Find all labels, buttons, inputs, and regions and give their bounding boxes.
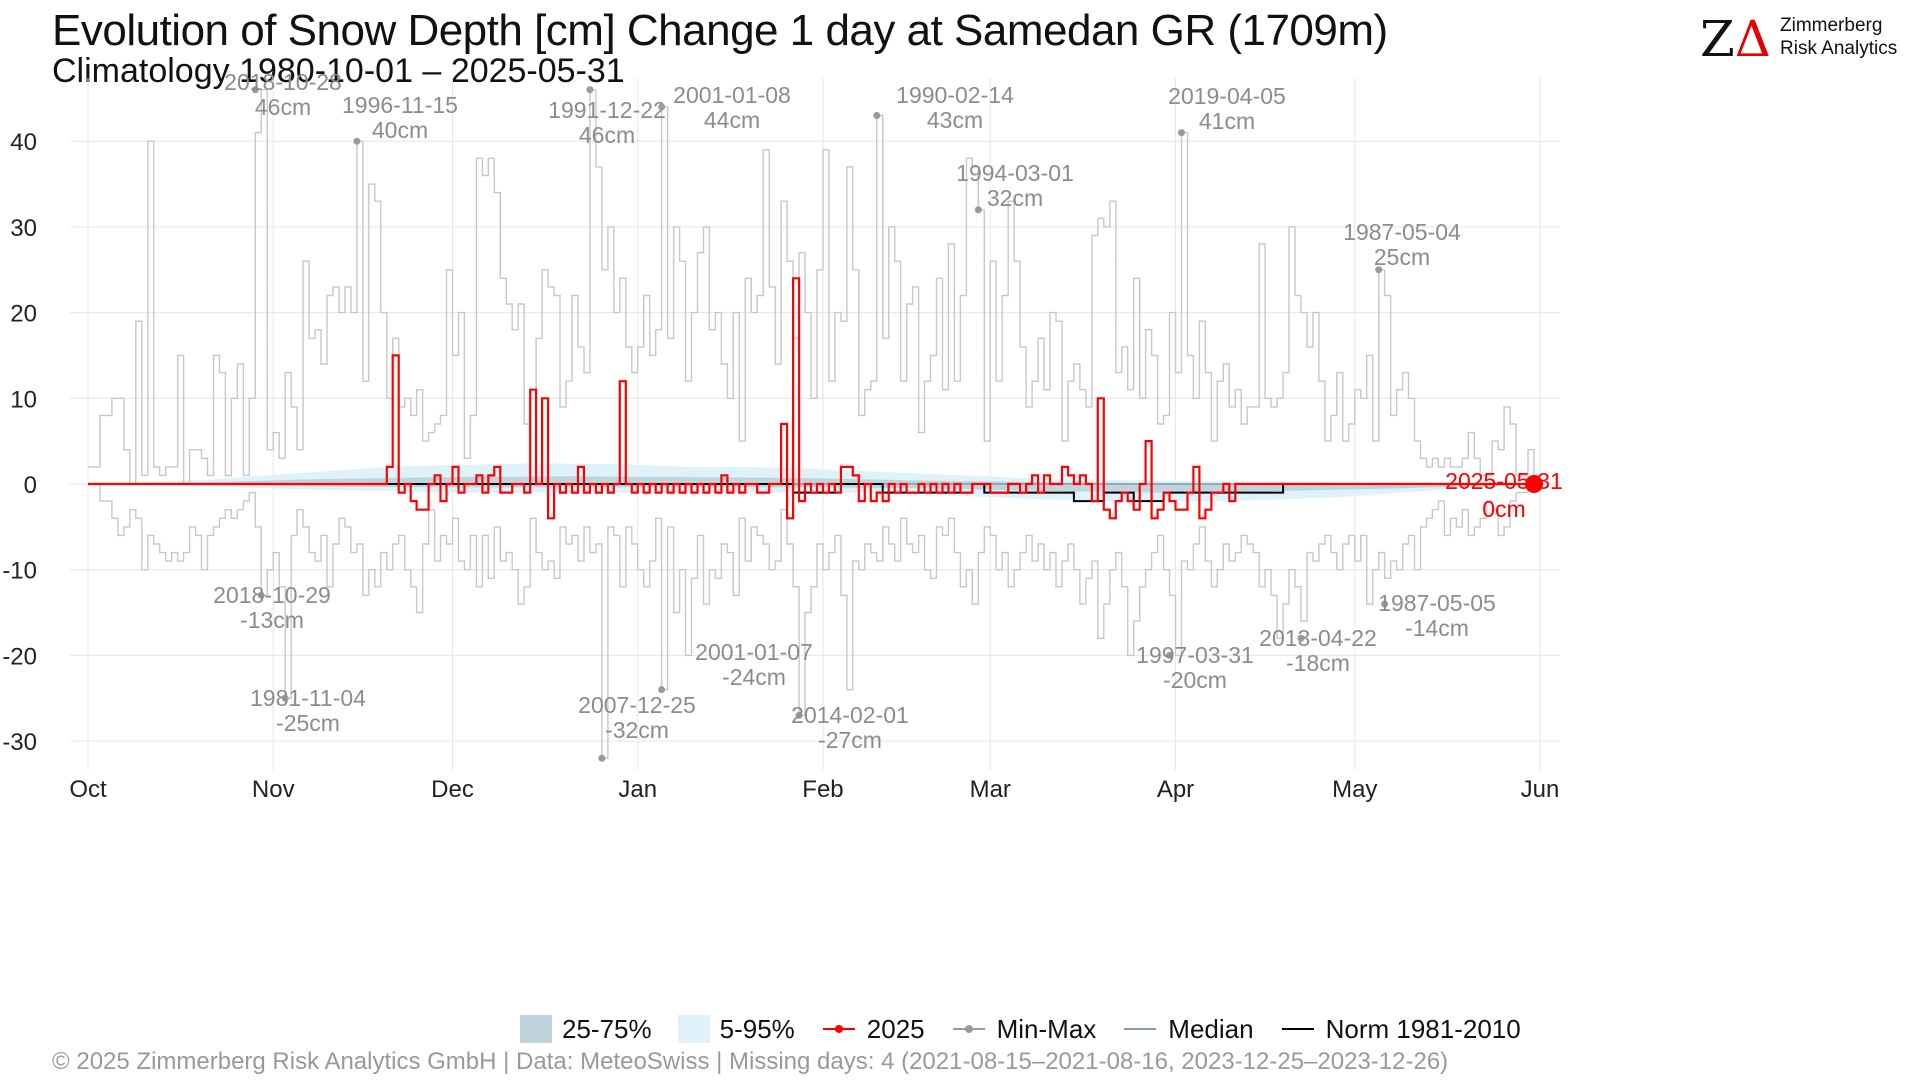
- chart-subtitle: Climatology 1980-10-01 – 2025-05-31: [52, 52, 625, 90]
- x-tick-label: Feb: [802, 776, 843, 803]
- max-envelope-line: [88, 89, 1540, 485]
- y-tick-label: 10: [10, 386, 37, 413]
- extreme-point: [1381, 600, 1389, 608]
- legend-iqr-swatch: [520, 1015, 552, 1043]
- extreme-point: [1375, 266, 1383, 274]
- legend-iqr: 25-75%: [520, 1014, 652, 1045]
- y-tick-label: 40: [10, 129, 37, 156]
- extreme-point: [974, 206, 982, 214]
- legend-current-label: 2025: [866, 1013, 925, 1044]
- legend-5-95: 5-95%: [677, 1013, 795, 1045]
- legend-norm: Norm 1981-2010: [1280, 1014, 1521, 1045]
- extreme-point: [658, 103, 666, 111]
- extreme-date-label: 2014-02-01: [791, 702, 909, 728]
- current-point: [1525, 475, 1544, 493]
- current-date-label: 2025-05-31: [1445, 468, 1563, 494]
- extreme-value-label: 41cm: [1199, 108, 1255, 134]
- company-logo: ZΔ Zimmerberg Risk Analytics: [1700, 10, 1900, 68]
- legend: 25-75% 5-95% 2025 Min-Max Median Norm 19…: [520, 1012, 1547, 1046]
- x-tick-label: Mar: [970, 776, 1011, 803]
- legend-median: Median: [1122, 1013, 1254, 1045]
- extreme-value-label: -14cm: [1405, 615, 1469, 641]
- y-tick-label: 30: [10, 215, 37, 242]
- extreme-point: [1177, 129, 1185, 137]
- extreme-date-label: 1997-03-31: [1136, 642, 1254, 668]
- extreme-point: [1166, 651, 1174, 659]
- legend-median-label: Median: [1168, 1013, 1254, 1044]
- extreme-value-label: -25cm: [276, 710, 340, 736]
- footer-credits: © 2025 Zimmerberg Risk Analytics GmbH | …: [52, 1048, 1449, 1075]
- extreme-point: [598, 754, 606, 762]
- legend-current-swatch: [822, 1025, 855, 1033]
- x-tick-label: Jun: [1521, 776, 1560, 803]
- legend-5-95-label: 5-95%: [719, 1013, 795, 1044]
- y-tick-label: -10: [2, 558, 37, 585]
- legend-iqr-label: 25-75%: [562, 1013, 652, 1044]
- legend-minmax-swatch: [952, 1025, 985, 1033]
- extreme-value-label: 43cm: [927, 107, 983, 133]
- extreme-value-label: -24cm: [722, 664, 786, 690]
- legend-norm-label: Norm 1981-2010: [1325, 1013, 1521, 1044]
- min-envelope-line: [88, 483, 1540, 759]
- x-tick-label: May: [1332, 776, 1377, 803]
- extreme-point: [658, 686, 666, 694]
- legend-current: 2025: [821, 1014, 925, 1045]
- extreme-date-label: 1987-05-05: [1378, 590, 1496, 616]
- legend-minmax: Min-Max: [951, 1013, 1097, 1045]
- extreme-value-label: -27cm: [818, 727, 882, 753]
- extreme-date-label: 2013-04-22: [1259, 625, 1377, 651]
- extreme-point: [586, 86, 594, 94]
- legend-median-swatch: [1124, 1028, 1157, 1030]
- logo-mark: ZΔ: [1700, 10, 1771, 68]
- extreme-value-label: 44cm: [704, 107, 760, 133]
- extreme-point: [873, 111, 881, 119]
- extreme-value-label: 40cm: [372, 117, 428, 143]
- extreme-date-label: 1990-02-14: [896, 82, 1014, 108]
- current-season-line: [88, 277, 1540, 520]
- extreme-value-label: 25cm: [1374, 244, 1430, 270]
- extreme-date-label: 1981-11-04: [250, 685, 366, 711]
- extreme-date-label: 2019-04-05: [1168, 83, 1286, 109]
- extreme-point: [251, 86, 259, 94]
- x-tick-label: Dec: [431, 776, 474, 803]
- y-tick-label: 0: [24, 472, 37, 499]
- x-tick-label: Jan: [618, 776, 657, 803]
- extreme-date-label: 2018-10-29: [213, 582, 331, 608]
- chart-area: -30 -20 -10 0 10 20 30 40 Oct Nov Dec Jan Feb Mar Apr M…: [2, 69, 1563, 803]
- y-tick-label: 20: [10, 301, 37, 328]
- logo-line2: Risk Analytics: [1780, 38, 1898, 59]
- legend-norm-swatch: [1281, 1028, 1314, 1030]
- y-tick-label: -30: [2, 729, 37, 756]
- extreme-date-label: 1994-03-01: [956, 160, 1074, 186]
- chart-title: Evolution of Snow Depth [cm] Change 1 da…: [52, 6, 1388, 55]
- extreme-value-label: 46cm: [255, 94, 311, 120]
- extreme-date-label: 2001-01-08: [673, 82, 791, 108]
- extreme-date-label: 1996-11-15: [342, 92, 458, 118]
- extreme-point: [1297, 634, 1305, 642]
- extreme-value-label: -32cm: [605, 717, 669, 743]
- extreme-date-label: 2001-01-07: [695, 639, 813, 665]
- current-value-label: 0cm: [1482, 496, 1525, 522]
- logo-line1: Zimmerberg: [1780, 15, 1883, 36]
- x-tick-label: Apr: [1157, 776, 1194, 803]
- extreme-point: [353, 137, 361, 145]
- extreme-value-label: -13cm: [240, 607, 304, 633]
- extreme-date-label: 2007-12-25: [578, 692, 696, 718]
- extreme-point: [795, 711, 803, 719]
- extreme-date-label: 2018-10-28: [224, 69, 342, 95]
- extreme-point: [281, 694, 289, 702]
- y-tick-label: -20: [2, 643, 37, 670]
- logo-text: Zimmerberg Risk Analytics: [1780, 14, 1897, 60]
- x-tick-label: Nov: [252, 776, 295, 803]
- extreme-value-label: 46cm: [579, 122, 635, 148]
- extreme-value-label: -18cm: [1286, 650, 1350, 676]
- extreme-point: [257, 591, 265, 599]
- legend-minmax-label: Min-Max: [996, 1013, 1097, 1044]
- extreme-date-label: 1987-05-04: [1343, 219, 1461, 245]
- extreme-date-label: 1991-12-22: [548, 97, 666, 123]
- extreme-value-label: -20cm: [1163, 667, 1227, 693]
- x-tick-label: Oct: [69, 776, 107, 803]
- extreme-value-label: 32cm: [987, 185, 1043, 211]
- legend-5-95-swatch: [677, 1015, 710, 1043]
